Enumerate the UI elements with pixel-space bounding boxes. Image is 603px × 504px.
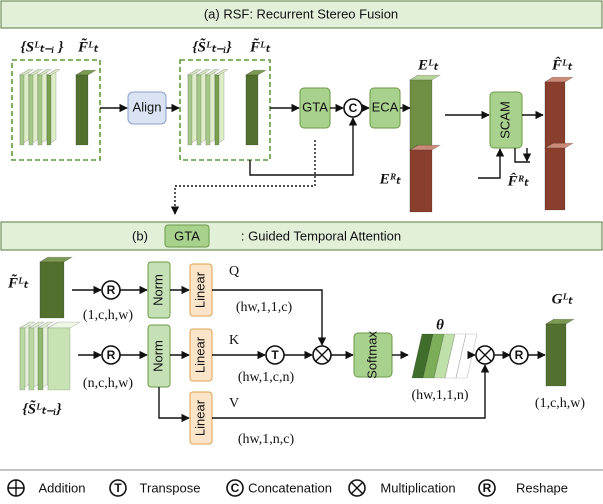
- feature-map: [545, 323, 567, 387]
- block-label: Linear: [192, 336, 207, 373]
- label: {S̃ᴸₜ₋ᵢ}: [22, 400, 62, 418]
- shape-label: (1,c,h,w): [83, 308, 133, 323]
- feature-map: [28, 74, 34, 146]
- shape-label: (hw,1,n,c): [238, 432, 295, 447]
- block-label: GTA: [302, 99, 328, 114]
- label: Eᴿₜ: [379, 171, 402, 187]
- label: F̃ᴸₜ: [7, 274, 29, 292]
- theta-label: θ: [436, 317, 444, 333]
- feature-map: [19, 74, 25, 146]
- feature-map: [46, 74, 52, 146]
- label: Gᴸₜ: [552, 291, 574, 307]
- op-symbol: R: [107, 283, 116, 297]
- legend-label: Concatenation: [248, 480, 332, 495]
- arrow: [249, 117, 358, 176]
- label: {S̃ᴸₜ₋ᵢ}: [192, 38, 232, 56]
- feature-map: [28, 327, 35, 391]
- op-symbol: R: [107, 348, 116, 362]
- legend-multiplication-icon: [348, 479, 366, 497]
- feature-map: [544, 81, 566, 149]
- block-label: SCAM: [497, 101, 512, 139]
- feature-map: [38, 256, 74, 263]
- legend-symbol: T: [114, 481, 122, 495]
- feature-map: [455, 333, 478, 379]
- arrow: [514, 148, 530, 163]
- shape-label: (hw,1,c,n): [238, 370, 295, 385]
- feature-map: [409, 149, 433, 213]
- feature-map: [19, 327, 26, 391]
- feature-map: [37, 74, 43, 146]
- feature-map: [543, 76, 575, 83]
- label: F̃ᴸₜ: [249, 38, 271, 56]
- feature-map: [205, 74, 211, 146]
- legend-label: Transpose: [140, 480, 201, 495]
- title-gta-box: [164, 224, 210, 248]
- arrow: [158, 387, 190, 423]
- label: Eᴸₜ: [417, 57, 439, 73]
- shape-label: (n,c,h,w): [83, 376, 133, 391]
- feature-map: [37, 327, 44, 391]
- legend-label: Multiplication: [380, 480, 455, 495]
- block-label: ECA: [372, 99, 399, 114]
- label: F̂ᴸₜ: [551, 56, 573, 74]
- feature-map: [75, 74, 89, 146]
- scam-box: [489, 91, 523, 149]
- feature-map: [544, 318, 576, 325]
- feature-map: [74, 69, 98, 76]
- feature-map: [544, 147, 566, 211]
- dashed-box: [11, 59, 101, 161]
- legend-label: Reshape: [516, 480, 568, 495]
- block-label: Linear: [192, 399, 207, 436]
- block-label: Softmax: [364, 331, 379, 379]
- title-b-prefix: (b): [132, 228, 148, 243]
- feature-map: [214, 74, 220, 146]
- block-label: Align: [133, 99, 162, 114]
- arrow: [478, 148, 505, 179]
- feature-map: [47, 327, 71, 391]
- feature-map: [187, 74, 193, 146]
- feature-map: [245, 74, 259, 146]
- k-label: K: [229, 333, 239, 348]
- header-a: [0, 0, 603, 29]
- title-b-suffix: : Guided Temporal Attention: [241, 228, 401, 243]
- dotted-arrow: [170, 140, 316, 215]
- label: {Sᴸₜ₋ᵢ }: [21, 39, 65, 55]
- header-b: [0, 221, 603, 251]
- v-label: V: [229, 396, 239, 411]
- legend-icon: [226, 479, 244, 497]
- feature-map: [409, 79, 433, 151]
- feature-map: [408, 74, 442, 81]
- multiply-op: [312, 345, 332, 365]
- multiply-op: [475, 345, 495, 365]
- label: F̂ᴿₜ: [507, 172, 530, 190]
- op-symbol: C: [349, 101, 358, 115]
- block-label: Norm: [150, 274, 165, 306]
- feature-map: [244, 69, 268, 76]
- shape-label: (hw,1,1,n): [411, 388, 468, 403]
- shape-label: (1,c,h,w): [535, 396, 585, 411]
- arrow: [212, 364, 490, 419]
- op-symbol: T: [271, 348, 279, 362]
- block-label: Linear: [192, 271, 207, 308]
- legend-label: Addition: [39, 480, 86, 495]
- shape-label: (hw,1,1,c): [236, 300, 293, 315]
- arrow: [212, 289, 327, 346]
- legend-icon: [109, 479, 127, 497]
- legend-symbol: R: [483, 481, 492, 495]
- legend-symbol: C: [231, 481, 240, 495]
- legend-icon: [478, 479, 496, 497]
- legend-addition-icon: [7, 479, 25, 497]
- feature-map: [196, 74, 202, 146]
- op-symbol: R: [515, 348, 524, 362]
- dashed-box: [179, 59, 271, 161]
- feature-map: [39, 261, 65, 319]
- title-a: (a) RSF: Recurrent Stereo Fusion: [204, 6, 398, 21]
- label: F̃ᴸₜ: [77, 38, 99, 56]
- feature-map: [46, 321, 82, 329]
- block-label: Norm: [150, 340, 165, 372]
- q-label: Q: [229, 264, 239, 279]
- title-b-block: GTA: [174, 228, 200, 243]
